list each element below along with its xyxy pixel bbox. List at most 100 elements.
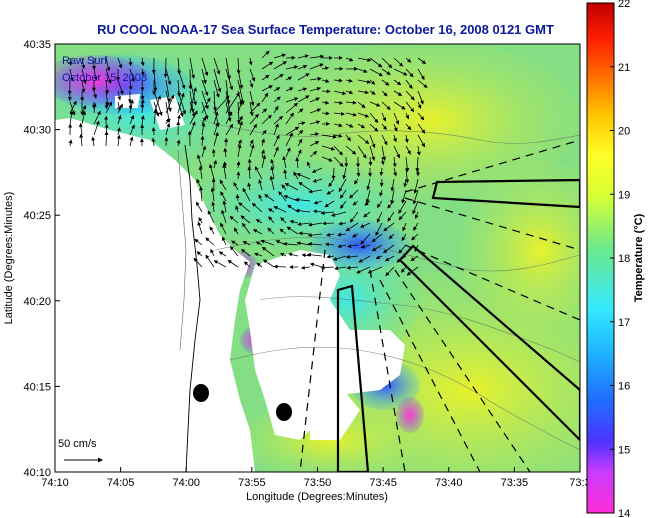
- current-vector: [379, 189, 384, 197]
- colorbar-tick-label: 18: [618, 253, 630, 265]
- current-vector: [384, 255, 395, 262]
- current-vector: [140, 57, 145, 67]
- colorbar-tick-label: 14: [618, 508, 630, 518]
- coldest-water-region: [396, 397, 424, 433]
- current-vector: [211, 201, 216, 213]
- y-tick-label: 40:35: [23, 39, 51, 51]
- y-tick-label: 40:15: [23, 381, 51, 393]
- current-vector: [357, 68, 368, 73]
- current-vector: [68, 139, 73, 147]
- current-vector: [297, 222, 311, 227]
- current-vector: [401, 233, 407, 242]
- current-vector: [321, 66, 330, 71]
- current-vector: [129, 68, 135, 83]
- current-vector: [393, 57, 404, 67]
- current-vector: [285, 102, 299, 114]
- scale-label: 50 cm/s: [58, 438, 97, 450]
- map-plot-area: Raw Surf October 15, 2008 50 cm/s: [55, 44, 580, 472]
- current-vector: [365, 189, 371, 204]
- current-vector: [117, 90, 122, 101]
- current-vector: [320, 210, 335, 215]
- station-marker: [276, 403, 292, 421]
- cloud-cover: [245, 250, 405, 440]
- current-vector: [393, 123, 398, 132]
- current-vector: [285, 65, 299, 70]
- current-vector: [222, 200, 227, 213]
- current-vector: [308, 189, 323, 194]
- current-vector: [117, 57, 123, 69]
- current-vector: [261, 138, 265, 147]
- current-vector: [153, 68, 158, 92]
- current-vector: [151, 137, 156, 147]
- current-vector: [298, 181, 311, 191]
- current-vector: [201, 145, 207, 158]
- current-vector: [321, 134, 337, 139]
- current-vector: [381, 134, 388, 146]
- current-vector: [273, 123, 279, 136]
- current-vector: [405, 101, 415, 113]
- current-vector: [360, 233, 371, 245]
- current-vector: [193, 257, 203, 268]
- current-vector: [333, 156, 344, 167]
- coastline: [184, 144, 201, 472]
- x-axis-label: Longitude (Degrees:Minutes): [246, 491, 388, 503]
- current-vector: [385, 266, 395, 277]
- current-vector: [376, 200, 383, 209]
- current-vector: [379, 167, 384, 176]
- current-vector: [260, 239, 275, 246]
- current-vector: [406, 266, 419, 276]
- current-vector: [264, 194, 275, 202]
- current-vector: [81, 68, 87, 84]
- current-vector: [269, 175, 275, 191]
- current-vector: [273, 134, 280, 147]
- current-vector: [261, 61, 274, 70]
- current-vector: [197, 221, 203, 235]
- current-vector: [417, 112, 425, 121]
- current-vector: [321, 100, 330, 105]
- current-vector: [413, 178, 419, 194]
- current-vector: [382, 244, 395, 254]
- current-vector: [220, 191, 227, 202]
- current-vector: [357, 57, 372, 62]
- current-vector: [254, 252, 263, 257]
- current-vector: [129, 124, 135, 136]
- colorbar-tick-label: 22: [618, 0, 630, 10]
- current-vector: [205, 237, 215, 246]
- current-vector: [278, 191, 287, 202]
- river-outline: [177, 149, 187, 351]
- current-vector: [393, 134, 397, 143]
- current-vector: [369, 57, 383, 68]
- y-axis: 40:35 40:30 40:25 40:20 40:15 40:10: [23, 39, 60, 479]
- current-vector: [231, 240, 239, 246]
- current-vector: [249, 90, 255, 107]
- current-vector: [345, 123, 354, 128]
- x-tick-label: 74:05: [107, 477, 135, 489]
- current-vector: [249, 68, 256, 82]
- current-vector: [297, 95, 310, 103]
- current-vector: [309, 63, 324, 70]
- current-vector: [333, 100, 344, 105]
- colorbar-tick-label: 21: [618, 62, 630, 74]
- current-vector: [393, 145, 400, 159]
- current-vector: [81, 110, 87, 125]
- current-vector: [261, 130, 267, 136]
- current-vector: [410, 255, 419, 262]
- current-vector: [105, 68, 112, 84]
- current-vector: [309, 262, 323, 268]
- current-vector: [93, 110, 101, 125]
- current-vector: [255, 241, 263, 246]
- current-vector: [205, 254, 215, 268]
- current-vector: [288, 252, 299, 257]
- current-vector: [369, 145, 376, 161]
- current-vector: [225, 92, 240, 114]
- current-vector: [321, 89, 331, 94]
- current-vector: [140, 79, 145, 92]
- current-vector: [273, 264, 287, 269]
- current-vector: [163, 57, 168, 78]
- current-vector: [405, 57, 412, 63]
- x-tick-label: 74:10: [41, 477, 69, 489]
- current-vector: [177, 101, 184, 117]
- current-vector: [381, 57, 393, 69]
- current-vector: [393, 167, 398, 177]
